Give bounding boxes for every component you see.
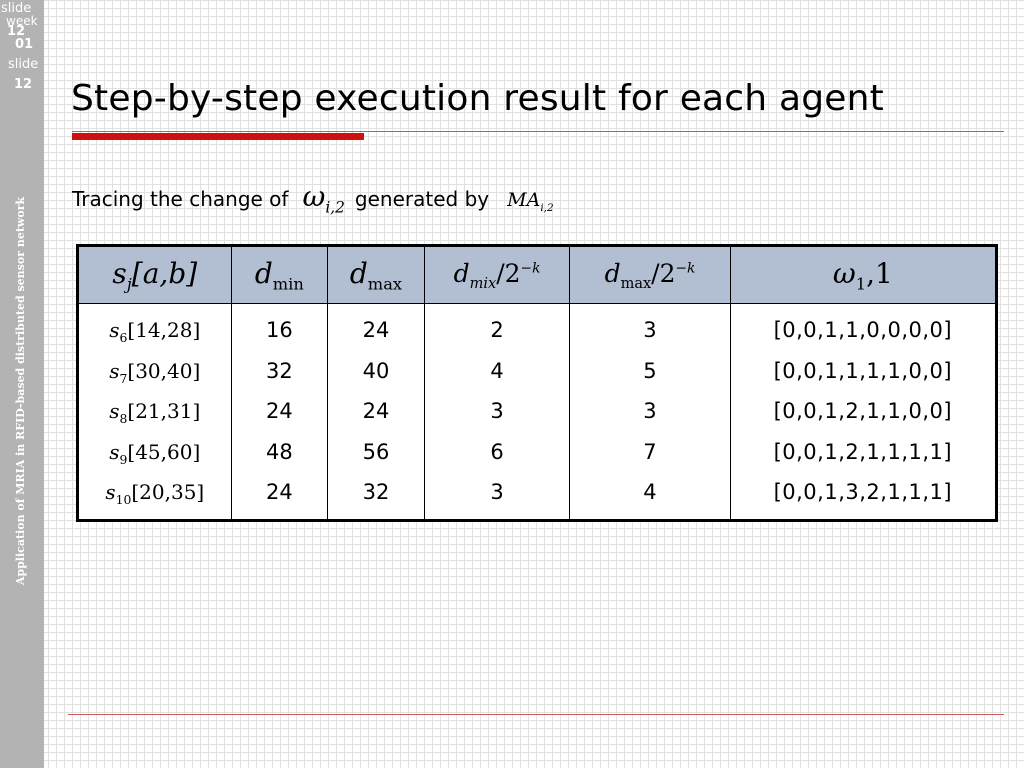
results-table: sj[a,b] dmin dmax dmix/2−k dmax/2−k ω1,1 (76, 244, 998, 522)
dmax-cell: 24 (362, 318, 390, 342)
omega-column: [0,0,1,1,0,0,0,0] [0,0,1,1,1,1,0,0] [0,0… (730, 304, 996, 521)
dmax-cell: 40 (362, 358, 390, 383)
interval-cell: s10[20,35] (105, 480, 205, 507)
subtitle-middle: generated by (354, 187, 490, 211)
dmin-cell: 16 (265, 318, 293, 342)
week-label: week (6, 14, 38, 28)
sidebar: slide week 12 01 slide 12 Application of… (0, 0, 44, 768)
ma-symbol: MAi,2 (507, 189, 554, 214)
omega-cell: [0,0,1,2,1,1,0,0] (773, 399, 953, 423)
subtitle: Tracing the change of ωi,2 generated by … (72, 180, 554, 217)
header-dmax-scaled: dmax/2−k (569, 245, 731, 304)
dmix-scaled-cell: 3 (490, 399, 504, 423)
dmin-cell: 32 (265, 358, 293, 383)
slide-title: Step-by-step execution result for each a… (71, 78, 884, 119)
title-accent-bar (72, 133, 364, 140)
header-omega: ω1,1 (730, 245, 997, 304)
slide-label-bottom: slide (8, 57, 39, 72)
dmin-column: 16 32 24 48 24 (231, 303, 329, 521)
dmax-cell: 32 (362, 480, 390, 504)
omega-cell: [0,0,1,3,2,1,1,1] (773, 480, 953, 504)
omega-symbol: ωi,2 (302, 180, 345, 217)
dmix-scaled-column: 2 4 3 6 3 (424, 303, 571, 521)
dmax-cell: 56 (362, 439, 390, 464)
interval-column: s6[14,28] s7[30,40] s8[21,31] s9[45,60] … (77, 303, 232, 521)
slide-number: 12 (14, 77, 33, 92)
dmax-column: 24 40 24 56 32 (327, 303, 425, 521)
dmin-cell: 48 (265, 439, 293, 464)
footer-divider (68, 714, 1004, 715)
dmix-scaled-cell: 4 (490, 358, 504, 383)
slide-label-top: slide (1, 1, 32, 16)
sidebar-caption: Application of MRIA in RFID-based distri… (14, 196, 27, 586)
week-number: 12 (7, 24, 26, 39)
interval-cell: s9[45,60] (109, 439, 201, 467)
table-header-row: sj[a,b] dmin dmax dmix/2−k dmax/2−k ω1,1 (77, 245, 997, 304)
dmax-scaled-cell: 4 (643, 480, 657, 504)
dmix-scaled-cell: 3 (490, 480, 504, 504)
dmix-scaled-cell: 2 (490, 318, 504, 342)
title-divider (72, 131, 1004, 132)
header-dmin: dmin (231, 245, 329, 304)
omega-cell: [0,0,1,1,0,0,0,0] (773, 318, 953, 342)
dmix-scaled-cell: 6 (490, 439, 504, 464)
dmin-cell: 24 (265, 480, 293, 504)
header-dmax: dmax (327, 245, 425, 304)
dmin-cell: 24 (265, 399, 293, 423)
interval-cell: s8[21,31] (109, 399, 201, 426)
dmax-cell: 24 (362, 399, 390, 423)
dmax-scaled-cell: 5 (643, 358, 657, 383)
table-body-row: s6[14,28] s7[30,40] s8[21,31] s9[45,60] … (77, 303, 997, 521)
interval-cell: s7[30,40] (109, 358, 201, 386)
subtitle-prefix: Tracing the change of (72, 187, 289, 211)
interval-cell: s6[14,28] (109, 318, 201, 345)
header-interval: sj[a,b] (77, 245, 232, 304)
dmax-scaled-cell: 7 (643, 439, 657, 464)
slide-number-short: 01 (15, 37, 34, 52)
dmax-scaled-column: 3 5 3 7 4 (569, 303, 731, 521)
omega-cell: [0,0,1,1,1,1,0,0] (773, 358, 953, 383)
omega-cell: [0,0,1,2,1,1,1,1] (773, 439, 953, 464)
dmax-scaled-cell: 3 (643, 318, 657, 342)
dmax-scaled-cell: 3 (643, 399, 657, 423)
header-dmix-scaled: dmix/2−k (424, 245, 571, 304)
